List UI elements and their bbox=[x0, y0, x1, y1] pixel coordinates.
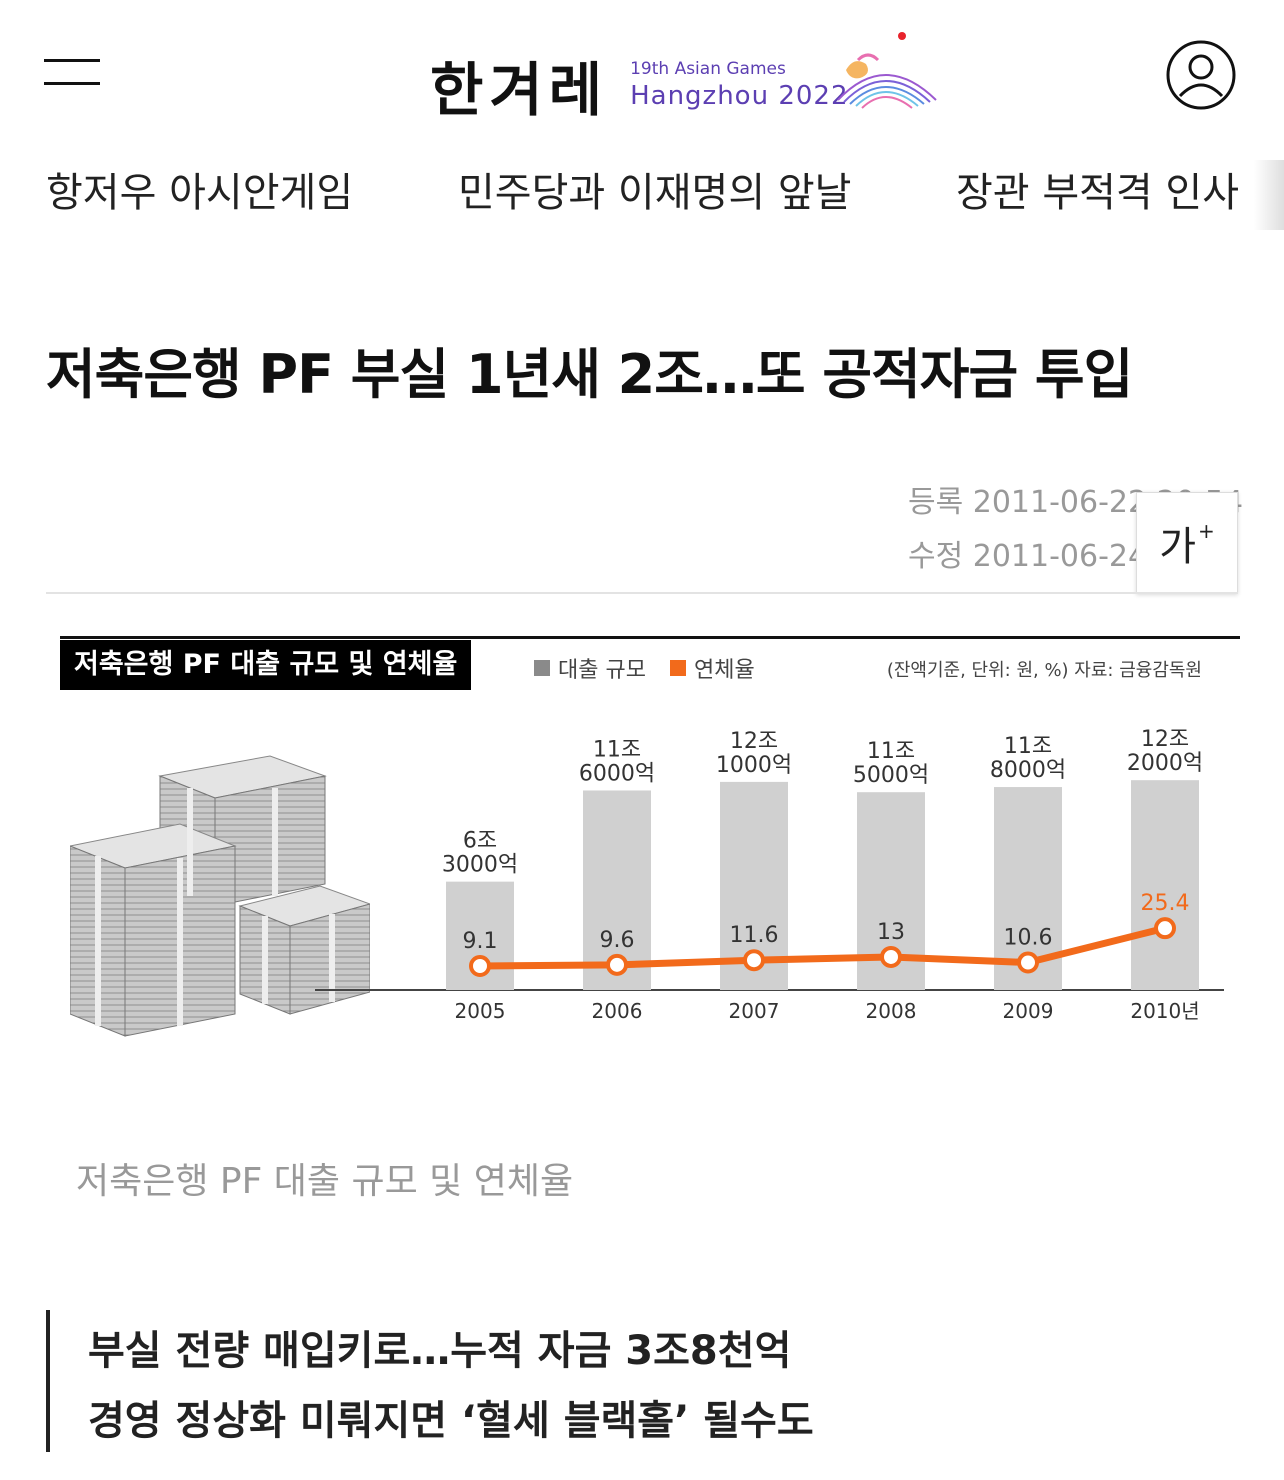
bar-value-label: 12조 bbox=[1141, 727, 1189, 752]
chart-figure: 저축은행 PF 대출 규모 및 연체율 대출 규모 연체율 (잔액기준, 단위:… bbox=[60, 636, 1240, 1056]
bar-value-label: 1000억 bbox=[716, 753, 792, 778]
line-point bbox=[743, 949, 765, 972]
bar-value-label: 2000억 bbox=[1127, 751, 1203, 776]
x-tick-label: 2005 bbox=[455, 999, 506, 1023]
line-value-label: 9.6 bbox=[600, 928, 635, 953]
series-line bbox=[479, 924, 1166, 970]
money-stack-illustration bbox=[70, 755, 370, 1037]
asian-games-emblem-icon bbox=[837, 32, 937, 109]
line-value-label: 9.1 bbox=[463, 929, 498, 954]
bar-value-label: 6조 bbox=[463, 829, 497, 854]
chart-rule bbox=[60, 636, 1240, 639]
topic-item[interactable]: 민주당과 이재명의 앞날 bbox=[458, 170, 852, 216]
x-tick-label: 2009 bbox=[1003, 999, 1054, 1023]
line-value-label: 25.4 bbox=[1141, 891, 1190, 916]
scroll-fade bbox=[1254, 160, 1284, 230]
line-point bbox=[606, 953, 628, 976]
bar-value-label: 6000억 bbox=[579, 761, 655, 786]
article-summary: 부실 전량 매입키로…누적 자금 3조8천억 경영 정상화 미뤄지면 ‘혈세 블… bbox=[46, 1310, 1050, 1452]
chart-plot: 6조3000억200511조6000억200612조1000억200711조50… bbox=[315, 727, 1224, 1023]
menu-icon[interactable] bbox=[44, 56, 100, 86]
summary-line: 경영 정상화 미뤄지면 ‘혈세 블랙홀’ 될수도 bbox=[88, 1398, 814, 1444]
site-logo[interactable]: 한겨레 19th Asian Games Hangzhou 2022 bbox=[430, 40, 849, 130]
x-tick-label: 2008 bbox=[866, 999, 917, 1023]
font-size-plus: + bbox=[1198, 519, 1215, 543]
logo-text: 한겨레 bbox=[430, 56, 609, 124]
legend-swatch bbox=[669, 660, 686, 676]
summary-line: 부실 전량 매입키로…누적 자금 3조8천억 bbox=[88, 1328, 792, 1374]
bar-value-label: 11조 bbox=[1004, 734, 1052, 759]
topic-item[interactable]: 장관 부적격 인사 bbox=[956, 170, 1240, 216]
line-value-label: 13 bbox=[877, 920, 905, 945]
figure-caption: 저축은행 PF 대출 규모 및 연체율 bbox=[76, 1161, 574, 1202]
chart-source: (잔액기준, 단위: 원, %) 자료: 금융감독원 bbox=[886, 660, 1202, 681]
divider bbox=[46, 592, 1238, 594]
event-line1: 19th Asian Games bbox=[630, 59, 786, 79]
chart-title: 저축은행 PF 대출 규모 및 연체율 bbox=[60, 640, 472, 690]
legend-label: 대출 규모 bbox=[558, 658, 646, 683]
bar-value-label: 5000억 bbox=[853, 763, 929, 788]
font-size-button[interactable]: 가 + bbox=[1136, 492, 1238, 594]
topic-nav: 항저우 아시안게임 민주당과 이재명의 앞날 장관 부적격 인사 bbox=[0, 160, 1284, 230]
bar bbox=[1131, 780, 1199, 990]
bar-value-label: 12조 bbox=[730, 729, 778, 754]
article-headline: 저축은행 PF 부실 1년새 2조…또 공적자금 투입 bbox=[46, 343, 1133, 406]
x-tick-label: 2007 bbox=[729, 999, 780, 1023]
line-point bbox=[1154, 917, 1176, 940]
font-size-label: 가 bbox=[1159, 524, 1197, 570]
legend-label: 연체율 bbox=[693, 658, 755, 683]
x-tick-label: 2006 bbox=[592, 999, 643, 1023]
user-icon[interactable] bbox=[1166, 40, 1236, 110]
chart-legend: 대출 규모 연체율 bbox=[534, 652, 779, 684]
legend-swatch bbox=[534, 660, 550, 676]
event-line2: Hangzhou 2022 bbox=[630, 81, 849, 111]
legend-item: 연체율 bbox=[669, 652, 755, 684]
bar-value-label: 11조 bbox=[867, 739, 915, 764]
bar-value-label: 3000억 bbox=[442, 853, 518, 878]
bar-value-label: 8000억 bbox=[990, 758, 1066, 783]
bar-value-label: 11조 bbox=[593, 737, 641, 762]
line-value-label: 11.6 bbox=[730, 923, 779, 948]
topic-item[interactable]: 항저우 아시안게임 bbox=[46, 170, 354, 216]
asian-games-badge: 19th Asian Games Hangzhou 2022 bbox=[630, 59, 848, 111]
legend-item: 대출 규모 bbox=[534, 652, 646, 684]
line-value-label: 10.6 bbox=[1004, 926, 1053, 951]
x-tick-label: 2010년 bbox=[1130, 999, 1199, 1023]
line-point bbox=[469, 955, 491, 977]
site-header: 한겨레 19th Asian Games Hangzhou 2022 bbox=[0, 0, 1284, 150]
line-point bbox=[1017, 951, 1039, 974]
modified-date: 수정 2011-06-24 bbox=[908, 539, 1148, 574]
line-point bbox=[880, 945, 902, 968]
